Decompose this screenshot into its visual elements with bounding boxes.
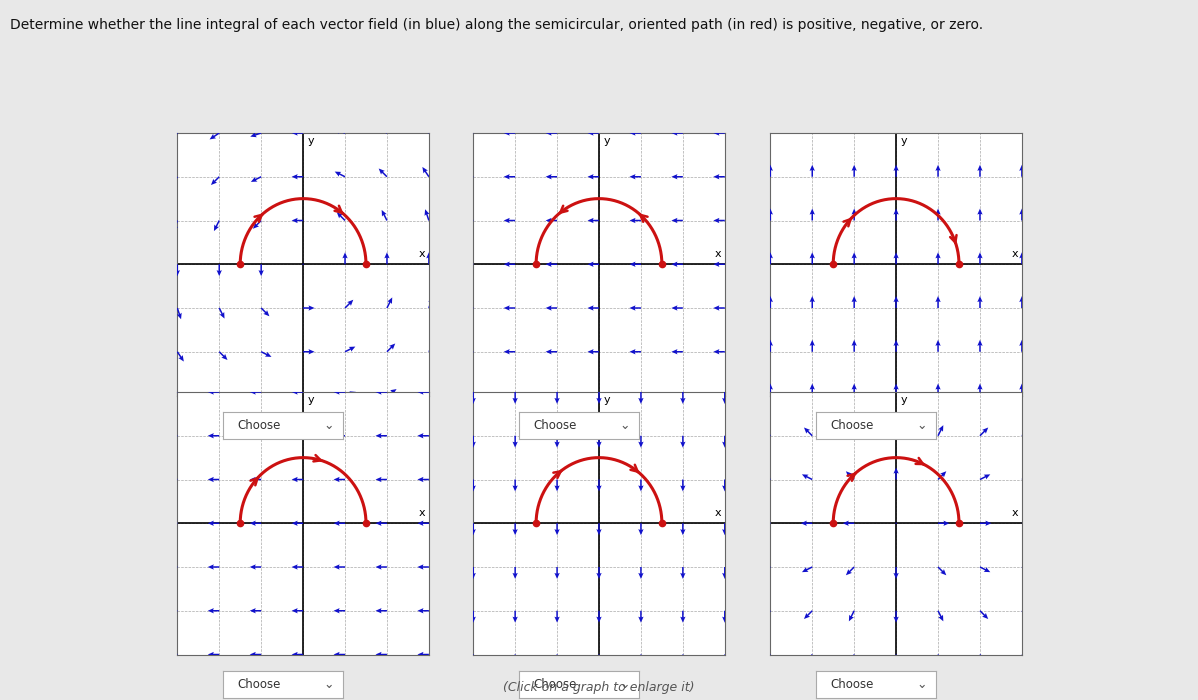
Text: ⌄: ⌄ xyxy=(619,419,630,432)
Text: ⌄: ⌄ xyxy=(916,419,927,432)
Text: x: x xyxy=(419,508,425,518)
Text: Determine whether the line integral of each vector field (in blue) along the sem: Determine whether the line integral of e… xyxy=(10,18,982,32)
Text: Choose: Choose xyxy=(831,419,875,432)
Text: x: x xyxy=(1012,508,1018,518)
Text: ⌄: ⌄ xyxy=(619,678,630,691)
Text: y: y xyxy=(604,136,611,146)
Text: y: y xyxy=(308,136,315,146)
Text: y: y xyxy=(901,136,908,146)
Text: ⌄: ⌄ xyxy=(323,419,334,432)
Text: x: x xyxy=(1012,249,1018,259)
Text: x: x xyxy=(419,249,425,259)
Text: y: y xyxy=(901,395,908,405)
Text: Choose: Choose xyxy=(237,678,282,691)
Text: y: y xyxy=(308,395,315,405)
Text: Choose: Choose xyxy=(831,678,875,691)
Text: Choose: Choose xyxy=(533,678,577,691)
Text: ⌄: ⌄ xyxy=(323,678,334,691)
Text: ⌄: ⌄ xyxy=(916,678,927,691)
Text: x: x xyxy=(715,249,721,259)
Text: x: x xyxy=(715,508,721,518)
Text: y: y xyxy=(604,395,611,405)
Text: Choose: Choose xyxy=(533,419,577,432)
Text: Choose: Choose xyxy=(237,419,282,432)
Text: (Click on a graph to enlarge it): (Click on a graph to enlarge it) xyxy=(503,681,695,694)
